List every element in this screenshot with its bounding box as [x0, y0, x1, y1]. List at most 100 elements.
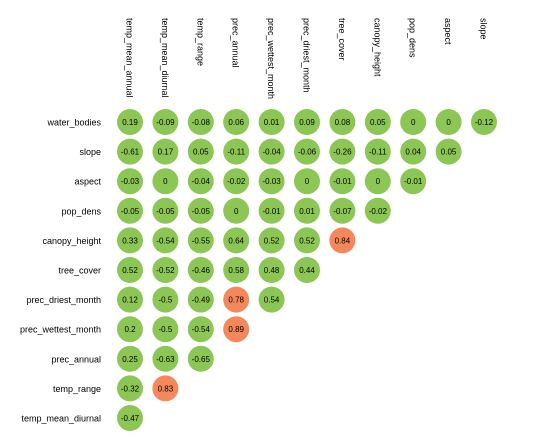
correlation-circle [187, 138, 214, 165]
correlation-cell: -0.12 [471, 109, 497, 135]
correlation-circle [471, 109, 497, 135]
row-label-temp-mean-diurnal: temp_mean_diurnal [21, 414, 101, 424]
correlation-circle [187, 227, 214, 254]
correlation-circle [294, 197, 320, 224]
column-label-prec-annual: prec_annual [231, 18, 241, 68]
correlation-circle [258, 257, 285, 283]
correlation-cell: 0.25 [117, 345, 143, 372]
correlation-value: 0 [376, 177, 381, 186]
correlation-circle [187, 197, 214, 224]
correlation-circle [152, 286, 179, 313]
correlation-value: -0.26 [333, 148, 352, 157]
correlation-circle [187, 286, 214, 313]
correlation-circle [223, 168, 250, 195]
row-label-temp-range: temp_range [53, 384, 101, 394]
correlation-circle [294, 138, 320, 165]
correlation-circle [187, 168, 214, 195]
column-label-prec-driest-month: prec_driest_month [302, 18, 312, 93]
correlation-value: -0.06 [298, 148, 317, 157]
correlation-cell: -0.46 [187, 257, 214, 283]
correlation-cell: 0.48 [258, 257, 285, 283]
correlation-cell: -0.05 [117, 197, 143, 224]
correlation-circle [117, 316, 143, 343]
correlation-circle [117, 257, 143, 283]
column-label-pop-dens: pop_dens [408, 18, 418, 58]
correlation-circle [152, 138, 179, 165]
column-label-temp-mean-annual: temp_mean_annual [125, 18, 135, 98]
correlation-value: 0.19 [122, 118, 138, 127]
correlation-cells: 0.19 -0.09 -0.08 0.06 0.01 0.09 0.08 0.05 0 0 -0.1… [117, 109, 497, 431]
correlation-cell: 0.09 [294, 109, 320, 135]
correlation-circle [258, 138, 285, 165]
correlation-circle [329, 138, 356, 165]
correlation-cell: -0.05 [152, 197, 179, 224]
correlation-circle [364, 109, 391, 135]
correlation-circle [187, 257, 214, 283]
correlation-value: -0.5 [159, 296, 173, 305]
correlation-circle [258, 109, 285, 135]
correlation-circle [152, 227, 179, 254]
correlation-value: -0.07 [333, 207, 352, 216]
correlation-cell: -0.32 [117, 375, 143, 402]
row-label-water-bodies: water_bodies [46, 118, 101, 128]
correlation-cell: -0.01 [329, 168, 356, 195]
correlation-circle [364, 138, 391, 165]
correlation-cell: -0.01 [400, 168, 427, 195]
correlation-value: -0.02 [227, 177, 246, 186]
correlation-cell: -0.05 [187, 197, 214, 224]
correlation-value: 0.33 [122, 236, 138, 245]
correlation-circle [258, 286, 285, 313]
correlation-value: -0.54 [156, 236, 175, 245]
row-label-prec-wettest-month: prec_wettest_month [20, 325, 101, 335]
correlation-cell: -0.63 [152, 345, 179, 372]
column-label-temp-mean-diurnal: temp_mean_diurnal [160, 18, 170, 98]
correlation-cell: 0.05 [364, 109, 391, 135]
column-label-aspect: aspect [443, 18, 453, 45]
correlation-cell: 0 [152, 168, 179, 195]
correlation-cell: 0.64 [223, 227, 250, 254]
correlation-circle [329, 197, 356, 224]
correlation-cell: 0.05 [435, 138, 462, 165]
correlation-circle [187, 345, 214, 372]
correlation-cell: -0.52 [152, 257, 179, 283]
correlation-cell: 0.19 [117, 109, 143, 135]
correlation-value: 0.04 [405, 148, 421, 157]
correlation-circle [400, 138, 427, 165]
row-label-aspect: aspect [74, 177, 101, 187]
correlation-cell: -0.07 [329, 197, 356, 224]
correlation-circle [329, 109, 356, 135]
correlation-value: -0.03 [121, 177, 140, 186]
correlation-value: -0.49 [192, 296, 211, 305]
correlation-circle [117, 168, 143, 195]
correlation-cell: -0.04 [187, 168, 214, 195]
correlation-circle [364, 197, 391, 224]
correlation-circle [117, 227, 143, 254]
correlation-value: -0.11 [227, 148, 245, 157]
correlation-cell: -0.47 [117, 405, 143, 431]
correlation-value: -0.08 [192, 118, 211, 127]
correlation-value: -0.63 [156, 355, 175, 364]
correlation-value: -0.61 [121, 148, 140, 157]
correlation-value: 0.08 [335, 118, 351, 127]
column-label-prec-wettest-month: prec_wettest_month [266, 18, 276, 99]
correlation-value: -0.11 [369, 148, 387, 157]
correlation-cell: -0.55 [187, 227, 214, 254]
correlation-value: 0.09 [299, 118, 315, 127]
correlation-cell: 0.52 [258, 227, 285, 254]
correlation-cell: 0.17 [152, 138, 179, 165]
correlation-cell: -0.5 [152, 316, 179, 343]
correlation-cell: 0.83 [152, 375, 179, 402]
correlation-circle [223, 257, 250, 283]
correlation-cell: 0.06 [223, 109, 250, 135]
correlation-cell: -0.5 [152, 286, 179, 313]
correlation-cell: 0.89 [223, 316, 250, 343]
correlation-circle [187, 316, 214, 343]
correlation-circle [117, 375, 143, 402]
correlation-value: 0.84 [335, 236, 351, 245]
correlation-circle [152, 109, 179, 135]
correlation-cell: -0.03 [258, 168, 285, 195]
correlation-cell: 0.12 [117, 286, 143, 313]
correlation-value: -0.03 [262, 177, 281, 186]
correlation-value: -0.05 [156, 207, 175, 216]
correlation-value: -0.01 [262, 207, 281, 216]
